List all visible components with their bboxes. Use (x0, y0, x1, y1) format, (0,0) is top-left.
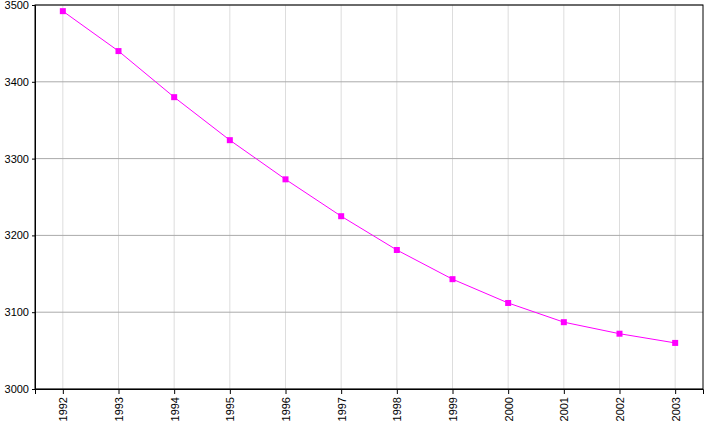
marker (116, 48, 122, 54)
x-tick: 1995 (224, 389, 236, 421)
x-tick: 2001 (558, 389, 570, 421)
x-tick: 1999 (447, 389, 459, 421)
x-axis-line (36, 390, 704, 395)
x-tick-label: 1999 (447, 397, 459, 421)
marker (338, 213, 344, 219)
y-tick: 3200 (5, 229, 35, 241)
x-tick: 2002 (614, 389, 626, 421)
x-tick-mark (119, 389, 120, 394)
y-tick-label: 3200 (5, 229, 29, 241)
x-tick: 1994 (169, 389, 181, 421)
x-tick: 2000 (503, 389, 515, 421)
grid-line (563, 5, 564, 389)
x-tick-label: 1995 (224, 397, 236, 421)
x-tick-label: 1992 (57, 397, 69, 421)
marker (672, 340, 678, 346)
grid-line (452, 5, 453, 389)
marker (171, 94, 177, 100)
marker (617, 331, 623, 337)
grid-line (35, 158, 703, 159)
x-tick-label: 2002 (614, 397, 626, 421)
marker (60, 8, 66, 14)
x-tick-label: 1996 (280, 397, 292, 421)
grid-line (396, 5, 397, 389)
grid-line (675, 5, 676, 389)
marker (394, 247, 400, 253)
y-tick: 3400 (5, 76, 35, 88)
x-tick-label: 1994 (169, 397, 181, 421)
y-tick-mark (32, 5, 35, 6)
marker (505, 300, 511, 306)
x-tick-label: 2003 (670, 397, 682, 421)
y-tick-label: 3100 (5, 306, 29, 318)
y-tick: 3300 (5, 153, 35, 165)
x-tick-label: 1998 (391, 397, 403, 421)
y-tick-mark (32, 82, 35, 83)
grid-line (285, 5, 286, 389)
y-tick-mark (32, 389, 35, 390)
marker (227, 137, 233, 143)
x-tick-mark (230, 389, 231, 394)
grid (35, 5, 703, 389)
x-axis: 1992 1993 1994 1995 1996 1997 1998 1999 2000 2001… (36, 389, 704, 421)
x-tick-mark (508, 389, 509, 394)
x-tick-mark (63, 389, 64, 394)
marker (283, 176, 289, 182)
y-tick: 3500 (5, 0, 35, 11)
x-tick: 1996 (280, 389, 292, 421)
y-tick-label: 3000 (5, 383, 29, 395)
x-tick: 1993 (113, 389, 125, 421)
y-tick-label: 3500 (5, 0, 29, 11)
x-tick-label: 2001 (558, 397, 570, 421)
y-axis: 3000 3100 3200 3300 3400 3500 (5, 0, 36, 395)
grid-line (35, 81, 703, 82)
x-tick-label: 2000 (503, 397, 515, 421)
marker (561, 319, 567, 325)
marks (60, 8, 678, 346)
x-tick: 2003 (670, 389, 682, 421)
y-tick: 3000 (5, 383, 35, 395)
x-tick-mark (675, 389, 676, 394)
y-axis-line (32, 6, 36, 390)
x-tick-mark (564, 389, 565, 394)
x-tick-mark (174, 389, 175, 394)
x-tick-mark (620, 389, 621, 394)
grid-line (341, 5, 342, 389)
x-tick: 1998 (391, 389, 403, 421)
y-tick: 3100 (5, 306, 35, 318)
y-tick-mark (32, 235, 35, 236)
grid-line (229, 5, 230, 389)
x-tick-label: 1993 (113, 397, 125, 421)
line (63, 11, 675, 343)
plot-frame (35, 5, 703, 389)
grid-line (174, 5, 175, 389)
grid-line (118, 5, 119, 389)
y-tick-mark (32, 159, 35, 160)
grid-line (35, 235, 703, 236)
chart: 1992 1993 1994 1995 1996 1997 1998 1999 2000 2001… (0, 0, 705, 426)
grid-line (508, 5, 509, 389)
x-tick-mark (397, 389, 398, 394)
y-tick-label: 3300 (5, 153, 29, 165)
plot: 1992 1993 1994 1995 1996 1997 1998 1999 2000 2001… (5, 0, 704, 421)
marker (450, 276, 456, 282)
grid-line (35, 312, 703, 313)
x-tick: 1997 (336, 389, 348, 421)
y-tick-mark (32, 312, 35, 313)
y-tick-label: 3400 (5, 76, 29, 88)
x-tick-mark (341, 389, 342, 394)
x-tick-mark (286, 389, 287, 394)
grid-line (62, 5, 63, 389)
x-tick-mark (453, 389, 454, 394)
x-tick-label: 1997 (336, 397, 348, 421)
x-tick: 1992 (57, 389, 69, 421)
